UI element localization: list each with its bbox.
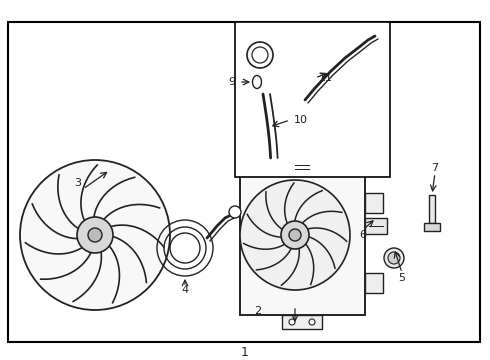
Circle shape (289, 229, 301, 241)
Text: 2: 2 (254, 306, 262, 316)
Circle shape (20, 160, 170, 310)
Circle shape (252, 47, 268, 63)
Circle shape (77, 217, 113, 253)
Circle shape (384, 248, 404, 268)
Circle shape (289, 319, 295, 325)
Circle shape (240, 180, 350, 290)
Bar (282, 315, 322, 329)
Circle shape (247, 42, 273, 68)
Circle shape (88, 228, 102, 242)
Text: 7: 7 (431, 163, 439, 173)
Circle shape (229, 206, 241, 218)
Bar (429, 195, 435, 223)
Text: 8: 8 (249, 182, 257, 192)
Text: 5: 5 (398, 273, 406, 283)
Text: 3: 3 (74, 178, 81, 188)
Bar (424, 223, 440, 231)
Bar (294, 161, 310, 175)
Bar (365, 218, 387, 234)
Bar (240, 175, 365, 315)
Text: 11: 11 (319, 73, 333, 83)
Bar (365, 273, 383, 293)
Bar (235, 22, 390, 177)
Text: 6: 6 (360, 230, 367, 240)
Bar (8, 22, 480, 342)
Bar (365, 193, 383, 213)
Text: 10: 10 (294, 115, 308, 125)
Text: 4: 4 (181, 285, 189, 295)
Circle shape (309, 319, 315, 325)
Circle shape (281, 221, 309, 249)
Ellipse shape (252, 76, 262, 89)
Text: 9: 9 (228, 77, 235, 87)
Text: 1: 1 (241, 346, 249, 359)
Circle shape (388, 252, 400, 264)
